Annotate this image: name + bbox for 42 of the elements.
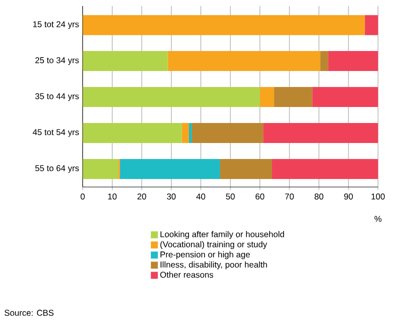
bar: [82, 15, 365, 36]
x-tick-label: 100: [372, 194, 385, 200]
bar: [220, 159, 272, 180]
bar: [320, 51, 328, 72]
bar: [263, 123, 378, 144]
y-tick-label: 15 tot 24 yrs: [33, 21, 79, 29]
x-tick-label: 70: [285, 194, 294, 200]
bar: [312, 87, 378, 108]
x-tick-label: 60: [256, 194, 264, 200]
bar: [82, 87, 260, 108]
x-tick-label: 50: [226, 194, 235, 200]
bar: [189, 123, 192, 144]
legend-label: Other reasons: [160, 271, 214, 278]
x-tick-label: 10: [108, 194, 117, 200]
bar: [260, 87, 274, 108]
x-axis-title: %: [374, 216, 382, 222]
legend-label: (Vocational) training or study: [160, 241, 268, 250]
bar: [192, 123, 264, 144]
y-tick-label: 35 to 44 yrs: [35, 93, 79, 101]
y-tick-label: 25 to 34 yrs: [35, 57, 79, 65]
bar: [82, 159, 118, 180]
x-tick-label: 80: [314, 194, 324, 200]
x-tick-label: 30: [166, 194, 176, 200]
bar: [82, 51, 168, 72]
bar: [272, 159, 378, 180]
bar: [364, 15, 378, 36]
bar: [182, 123, 190, 144]
x-tick-label: 20: [137, 194, 146, 200]
x-tick-label: 90: [344, 194, 353, 200]
source-note: Source: CBS: [4, 310, 54, 316]
bar: [120, 159, 220, 180]
bar: [274, 87, 312, 108]
legend-label: Illness, disability, poor health: [160, 261, 267, 270]
y-tick-label: 55 to 64 yrs: [35, 165, 79, 173]
legend-label: Pre-pension or high age: [160, 251, 250, 260]
y-tick-label: 45 tot 54 yrs: [32, 129, 79, 137]
x-tick-label: 40: [196, 194, 206, 200]
bar: [328, 51, 378, 72]
bar: [82, 123, 182, 144]
x-tick-label: 0: [80, 194, 85, 200]
legend-label: Looking after family or household: [160, 231, 284, 239]
bar: [168, 51, 320, 72]
